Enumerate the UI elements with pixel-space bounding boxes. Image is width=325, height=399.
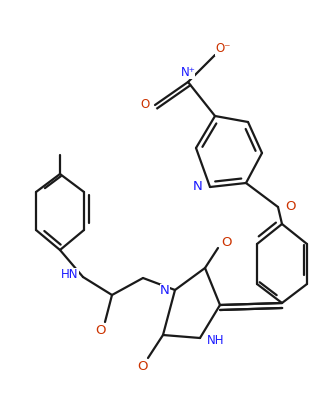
Text: O: O	[138, 359, 148, 373]
Text: O: O	[95, 324, 105, 336]
Text: HN: HN	[61, 267, 79, 280]
Text: N⁺: N⁺	[181, 65, 195, 79]
Text: O: O	[285, 201, 295, 213]
Text: N: N	[160, 284, 170, 296]
Text: NH: NH	[207, 334, 225, 348]
Text: O⁻: O⁻	[215, 43, 231, 55]
Text: N: N	[193, 180, 203, 194]
Text: O: O	[221, 237, 231, 249]
Text: O: O	[140, 99, 150, 111]
